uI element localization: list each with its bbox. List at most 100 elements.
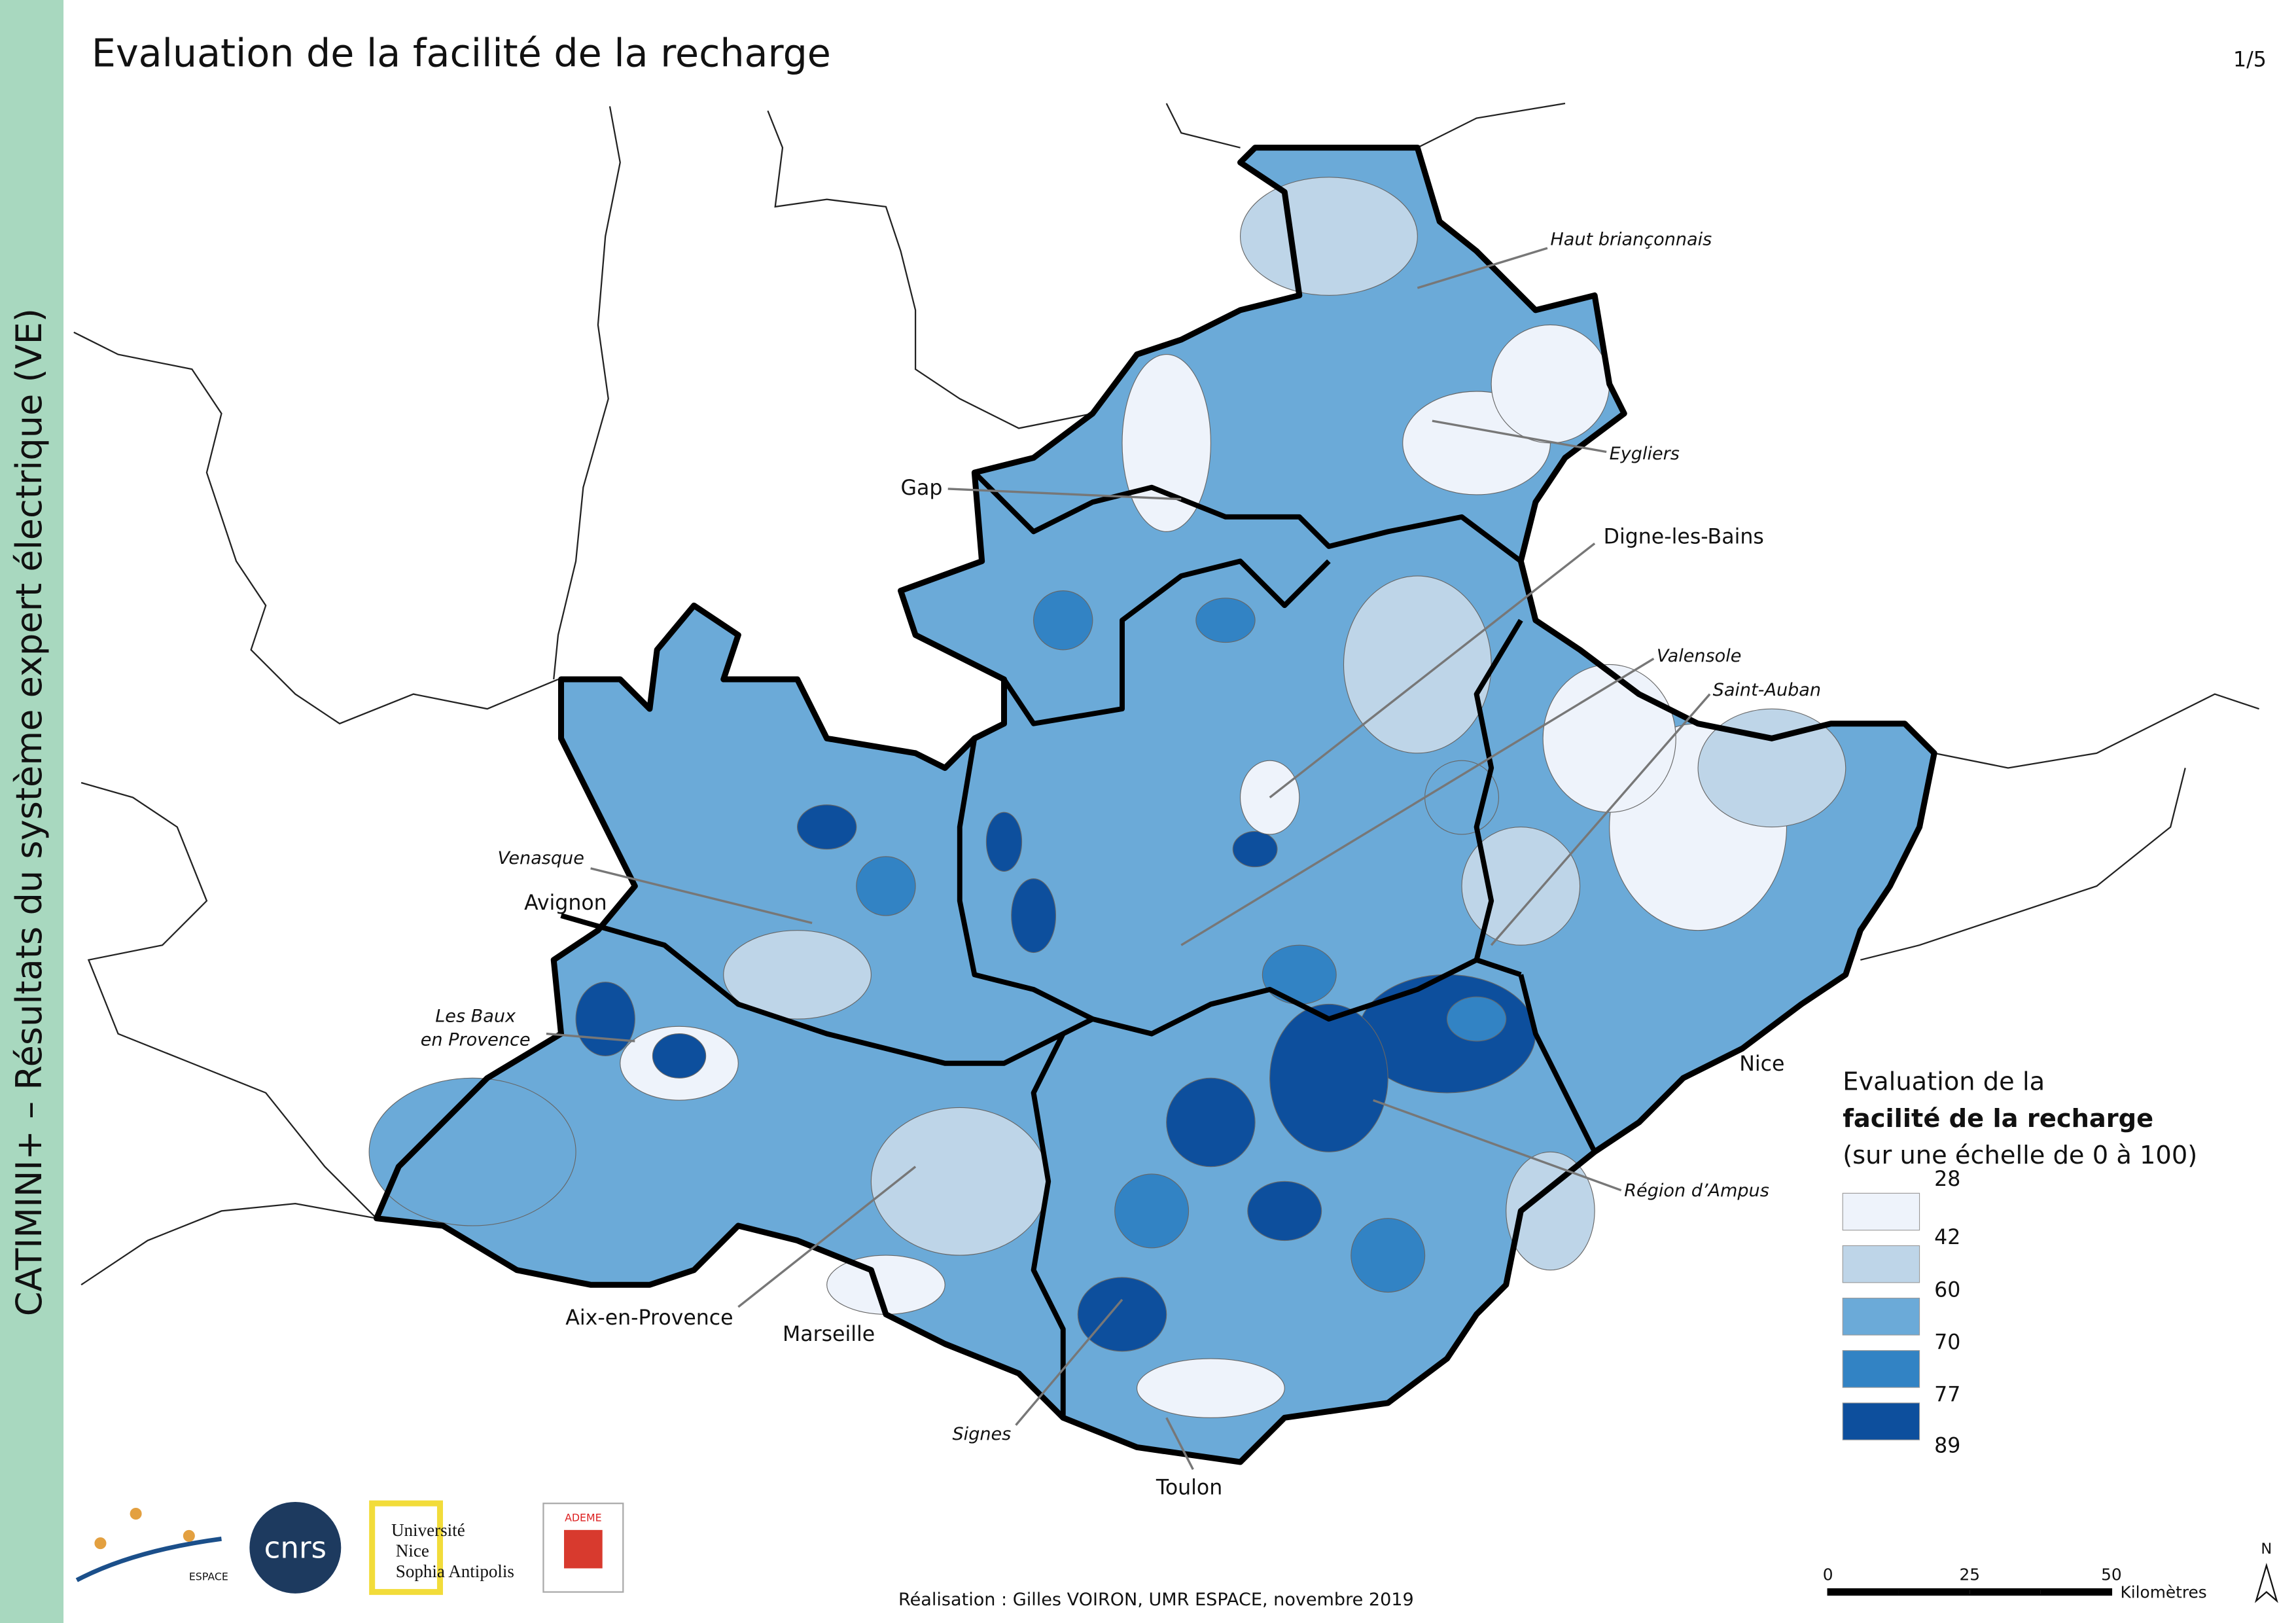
department-border [1031,1032,1066,1418]
legend-break: 42 [1934,1226,1960,1249]
commune-patch [575,982,635,1057]
place-label: Aix-en-Provence [565,1306,733,1330]
commune-patch [1446,996,1507,1042]
place-label: Avignon [524,891,607,915]
scale-tick-label: 25 [1960,1565,1981,1584]
espace-logo-curve [75,1537,222,1582]
scale-tick-label: 0 [1823,1565,1833,1584]
commune-patch [796,804,857,850]
ademe-logo-text: ADEME [565,1511,602,1524]
legend: Evaluation de la facilité de la recharge (… [1842,1067,2197,1457]
region-map [368,145,1937,1465]
department-border [560,913,1478,1066]
espace-logo-dot [130,1507,142,1520]
legend-break: 70 [1934,1330,1960,1354]
espace-logo-text: ESPACE [189,1571,228,1583]
place-label: Signes [953,1424,1012,1444]
commune-patch [1232,830,1278,868]
department-border [914,558,1331,726]
legend-swatch [1842,1350,1920,1388]
university-logo-text: Nice [396,1541,429,1560]
scale-bar-segment [1828,1589,1899,1596]
place-label: Haut briançonnais [1550,230,1712,250]
commune-patch [1077,1277,1167,1352]
cnrs-logo [249,1501,342,1594]
leader-line [1432,419,1607,454]
commune-patch [1033,590,1093,651]
university-logo [369,1500,443,1596]
department-border [957,738,1094,1022]
commune-patch [1343,575,1492,754]
legend-swatch [1842,1402,1920,1440]
legend-title: (sur une échelle de 0 à 100) [1843,1141,2197,1170]
commune-patch [1351,1218,1426,1293]
commune-patch [1506,1151,1595,1271]
place-label: Venasque [497,848,584,868]
cnrs-logo-text: cnrs [264,1531,327,1565]
commune-patch [985,812,1023,872]
espace-logo-dot [183,1529,195,1542]
leader-line [590,867,813,925]
leader-line [1490,693,1711,946]
sidebar-text: CATIMINI+ – Résultats du système expert … [9,308,50,1316]
place-label: Gap [901,476,943,500]
leader-line [1015,1298,1123,1426]
legend-swatch [1842,1192,1920,1231]
place-label: Valensole [1657,646,1742,666]
commune-patch [1491,324,1610,444]
title: Evaluation de la facilité de la recharge [92,31,831,76]
leader-line [1417,247,1548,289]
north-arrow: N [2254,1541,2278,1603]
commune-patch [1239,177,1418,296]
commune-patch [1137,1358,1285,1418]
department-border [972,471,1523,563]
place-label: Marseille [783,1323,875,1346]
legend-break: 60 [1934,1278,1960,1302]
place-label: Eygliers [1610,444,1680,464]
scale-bar-segment [2040,1589,2111,1596]
commune-patch [1697,708,1846,828]
legend-break: 89 [1934,1434,1960,1457]
legend-break: 77 [1934,1383,1960,1407]
north-label: N [2261,1541,2272,1558]
university-logo-text: Université [391,1520,465,1540]
region-fill [376,147,1935,1463]
commune-patch [1542,664,1676,813]
place-label: Les Baux [435,1007,516,1027]
leader-line [546,1032,635,1043]
espace-logo-dot [94,1537,107,1550]
scale-tick-label: 50 [2101,1565,2122,1584]
leader-line [1269,543,1596,798]
commune-patch [856,856,916,916]
region-border [373,145,1937,1465]
place-label: Nice [1739,1052,1784,1076]
scale-bar-segment [1898,1589,1970,1596]
page-number: 1/5 [2233,48,2267,72]
leader-line [947,488,1182,501]
scale-bar-segment [1969,1589,2041,1596]
credit: Réalisation : Gilles VOIRON, UMR ESPACE,… [898,1590,1414,1610]
place-label: Digne-les-Bains [1604,525,1764,548]
leader-line [737,1166,917,1308]
north-arrow-shape [2254,1562,2278,1603]
commune-patch [1269,1003,1388,1152]
place-label: Toulon [1156,1476,1222,1500]
ademe-logo-mark [564,1529,603,1569]
department-border [1518,974,1597,1153]
place-label: en Provence [421,1030,531,1050]
university-logo-text: Sophia Antipolis [396,1561,514,1581]
commune-patch [1424,760,1500,835]
leader-line [1165,1417,1194,1471]
leader-line [1373,1099,1622,1192]
commune-patch [1166,1077,1256,1168]
commune-patch [1114,1173,1190,1249]
legend-title: Evaluation de la [1843,1067,2045,1096]
commune-patch [652,1033,707,1079]
legend-break: 28 [1934,1168,1960,1191]
commune-patch [368,1077,576,1226]
commune-patch [723,930,872,1020]
commune-patch [1262,944,1337,1005]
